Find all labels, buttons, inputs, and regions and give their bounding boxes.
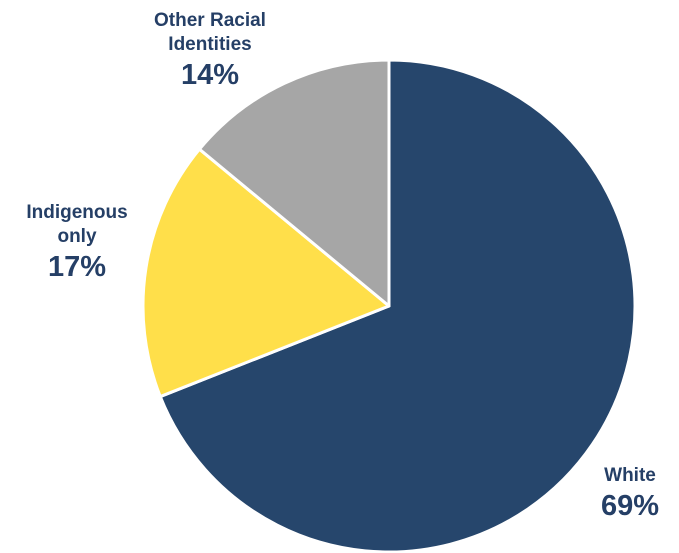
pie-slice-indigenous-only [141,147,391,399]
slice-label-white: White 69% [601,465,659,522]
slice-label-other-racial-identities: Other Racial Identities 14% [154,10,266,91]
pie-slice-other-racial-identities [197,58,391,308]
slice-name-text: Other Racial [154,10,266,31]
slice-name-text: only [57,226,96,247]
slice-name-text: Indigenous [26,202,127,223]
slice-label-indigenous-only: Indigenous only 17% [26,202,127,283]
slice-name-text: Identities [168,34,251,55]
slice-percent-text: 17% [48,251,106,283]
slice-name-text: White [604,465,656,486]
pie-slice-white [158,58,637,553]
slice-percent-text: 14% [181,59,239,91]
slice-percent-text: 69% [601,490,659,522]
